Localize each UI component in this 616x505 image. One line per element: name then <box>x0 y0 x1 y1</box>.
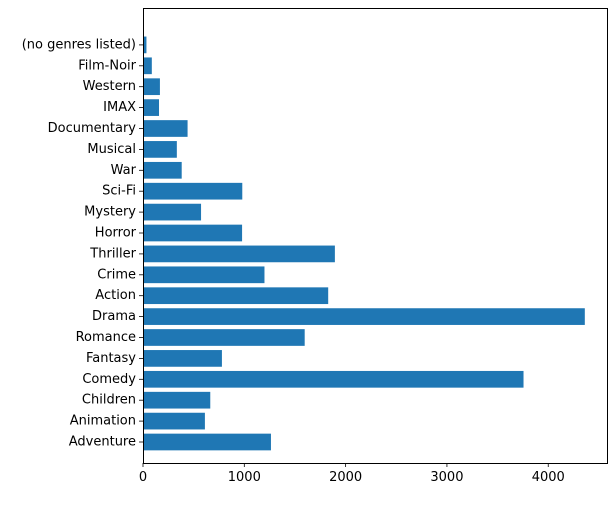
x-axis: 0 1000 2000 3000 4000 <box>139 463 565 485</box>
bar-documentary <box>143 120 188 137</box>
x-tick-label: 3000 <box>430 470 463 485</box>
bar-sci-fi <box>143 182 243 200</box>
bars-group <box>143 36 585 451</box>
bar-children <box>143 391 211 409</box>
y-tick-label: Sci-Fi <box>102 184 136 199</box>
y-tick-label: Horror <box>95 226 137 241</box>
y-tick-label: Crime <box>97 267 136 282</box>
plot-frame <box>143 8 608 464</box>
x-tick-label: 4000 <box>532 470 565 485</box>
bar-romance <box>143 329 305 346</box>
y-tick-label: Musical <box>87 142 136 157</box>
bar-western <box>143 78 160 96</box>
x-tick-label: 1000 <box>228 470 261 485</box>
y-tick-label: War <box>111 163 137 178</box>
y-tick-label: Mystery <box>84 205 136 220</box>
y-tick-label: (no genres listed) <box>22 37 136 52</box>
y-tick-label: Drama <box>92 309 136 324</box>
bar-musical <box>143 141 177 158</box>
bar-crime <box>143 266 265 284</box>
y-tick-label: Western <box>83 79 136 94</box>
bar-horror <box>143 224 243 242</box>
y-tick-label: Action <box>95 288 136 303</box>
x-tick-label: 2000 <box>329 470 362 485</box>
bar-comedy <box>143 370 524 388</box>
y-tick-label: Children <box>82 393 136 408</box>
y-tick-label: Documentary <box>48 121 137 136</box>
y-tick-label: Adventure <box>69 435 136 450</box>
bar-adventure <box>143 433 271 451</box>
y-tick-label: Film-Noir <box>78 58 136 73</box>
y-tick-label: Fantasy <box>86 351 136 366</box>
bar-action <box>143 287 329 305</box>
y-tick-label: IMAX <box>103 100 136 115</box>
bar-drama <box>143 308 585 325</box>
bar-no-genres-listed <box>143 36 147 54</box>
bar-thriller <box>143 245 335 263</box>
bar-mystery <box>143 203 202 221</box>
bar-fantasy <box>143 350 222 367</box>
bar-war <box>143 161 182 179</box>
bar-imax <box>143 99 160 116</box>
y-tick-label: Thriller <box>89 246 136 261</box>
y-tick-label: Comedy <box>82 372 136 387</box>
x-tick-label: 0 <box>139 470 147 485</box>
bar-animation <box>143 412 205 430</box>
y-tick-label: Animation <box>70 414 136 429</box>
y-tick-label: Romance <box>76 330 136 345</box>
bar-film-noir <box>143 57 152 75</box>
y-axis: Adventure Animation Children Comedy Fantasy R… <box>22 37 143 450</box>
